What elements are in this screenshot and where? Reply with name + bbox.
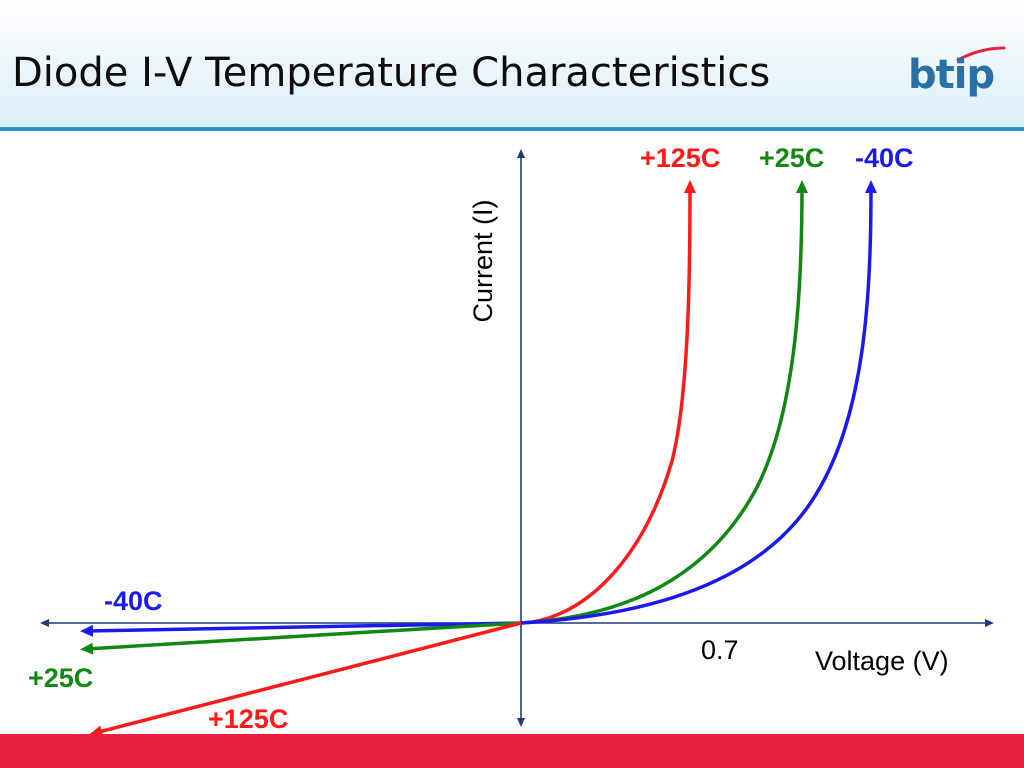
series-curve-plus125c-forward bbox=[520, 180, 696, 625]
x-tick-label: 0.7 bbox=[701, 635, 739, 665]
btip-logo: btip bbox=[900, 42, 1010, 112]
series-label-minus40c-top: -40C bbox=[855, 143, 914, 173]
series-line-plus25c-reverse bbox=[80, 621, 522, 655]
series-label-plus125c-bottom: +125C bbox=[208, 704, 288, 734]
slide-title: Diode I-V Temperature Characteristics bbox=[12, 50, 771, 96]
series-label-plus25c-top: +25C bbox=[759, 143, 824, 173]
series-line-plus125c-reverse bbox=[89, 621, 522, 734]
slide-footer-bar bbox=[0, 734, 1024, 768]
series-label-plus25c-bottom: +25C bbox=[28, 663, 93, 693]
series-label-minus40c-bottom: -40C bbox=[104, 586, 163, 616]
header-divider bbox=[0, 127, 1024, 131]
series-label-plus125c-top: +125C bbox=[640, 143, 720, 173]
series-curve-minus40c-forward bbox=[520, 180, 877, 625]
y-axis-label: Current (I) bbox=[468, 199, 498, 322]
series-curve-plus25c-forward bbox=[520, 180, 808, 625]
series-line-minus40c-reverse bbox=[80, 621, 522, 637]
iv-chart: Current (I) Voltage (V) 0.7 +125C +25C -… bbox=[28, 143, 994, 734]
logo-text: btip bbox=[908, 52, 995, 98]
slide-header bbox=[0, 0, 1024, 127]
x-axis-label: Voltage (V) bbox=[815, 646, 949, 676]
logo-swoosh-icon bbox=[956, 46, 1006, 62]
